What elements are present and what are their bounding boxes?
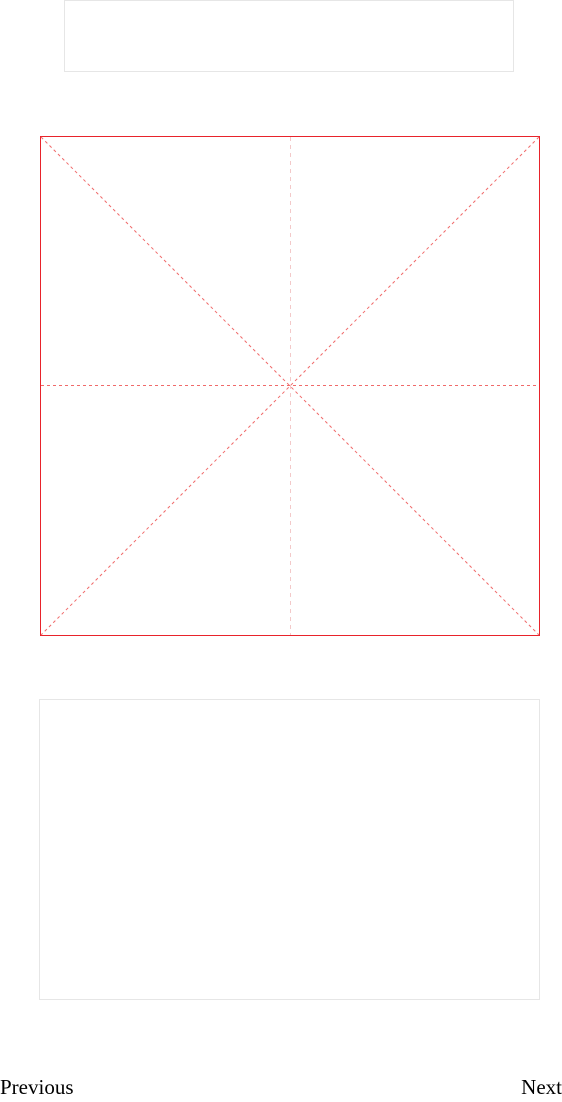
grid-border [40, 136, 540, 636]
top-panel [64, 0, 514, 72]
previous-button[interactable]: Previous [0, 1075, 74, 1099]
next-button[interactable]: Next [521, 1075, 562, 1099]
bottom-panel [39, 699, 540, 1000]
character-practice-grid [40, 136, 540, 636]
practice-grid-svg [40, 136, 540, 636]
